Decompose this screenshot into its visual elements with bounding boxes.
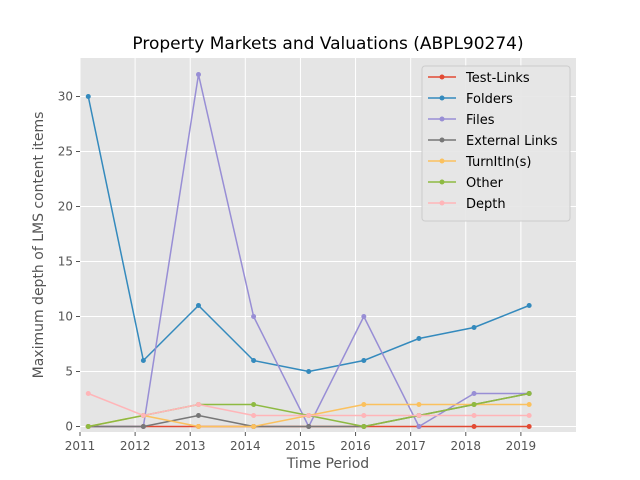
legend-label: Folders <box>466 92 513 107</box>
legend-box <box>421 65 571 222</box>
data-point <box>361 358 367 363</box>
data-point <box>85 94 91 99</box>
data-point <box>140 413 146 418</box>
legend-label: Test-Links <box>465 71 530 86</box>
x-tick-label: 2018 <box>451 439 482 453</box>
data-point <box>526 391 532 396</box>
data-point <box>195 413 201 418</box>
data-point <box>471 424 477 429</box>
data-point <box>251 314 257 319</box>
data-point <box>361 402 367 407</box>
data-point <box>251 424 257 429</box>
x-axis-ticks: 2011 2012 2013 2014 2015 2016 2017 2018 2019 <box>65 432 536 453</box>
legend-item-other: Other <box>428 176 504 191</box>
y-tick-label: 10 <box>58 310 73 324</box>
legend-swatch-marker <box>439 95 445 101</box>
y-tick-label: 20 <box>58 200 73 214</box>
legend: Test-Links Folders Files External Links Turn… <box>421 65 571 222</box>
x-tick-label: 2012 <box>120 439 151 453</box>
data-point <box>471 402 477 407</box>
x-tick-label: 2013 <box>175 439 206 453</box>
series-layer <box>85 72 532 429</box>
data-point <box>526 303 532 308</box>
y-tick-label: 15 <box>58 255 73 269</box>
data-point <box>526 413 532 418</box>
data-point <box>416 413 422 418</box>
data-point <box>526 424 532 429</box>
data-point <box>471 325 477 330</box>
legend-label: Files <box>466 113 495 128</box>
data-point <box>361 424 367 429</box>
data-point <box>251 402 257 407</box>
data-point <box>85 391 91 396</box>
data-point <box>251 413 257 418</box>
data-point <box>140 424 146 429</box>
y-axis-ticks: 0 5 10 15 20 25 30 <box>58 90 80 434</box>
legend-item-depth: Depth <box>428 197 506 212</box>
legend-swatch-marker <box>439 179 445 185</box>
data-point <box>195 303 201 308</box>
data-point <box>416 402 422 407</box>
legend-label: External Links <box>466 134 558 149</box>
legend-item-turnitin-s: TurnItIn(s) <box>428 155 531 170</box>
legend-item-files: Files <box>428 113 495 128</box>
legend-label: Depth <box>466 197 506 212</box>
data-point <box>416 424 422 429</box>
legend-swatch-marker <box>439 137 445 143</box>
x-tick-label: 2016 <box>340 439 371 453</box>
y-tick-label: 5 <box>65 365 73 379</box>
x-tick-label: 2014 <box>230 439 261 453</box>
y-tick-label: 25 <box>58 145 73 159</box>
data-point <box>306 369 312 374</box>
legend-swatch-marker <box>439 74 445 80</box>
legend-swatch-marker <box>439 200 445 206</box>
data-point <box>361 413 367 418</box>
data-point <box>471 413 477 418</box>
y-tick-label: 0 <box>65 420 73 434</box>
data-point <box>526 402 532 407</box>
x-axis-label: Time Period <box>286 456 369 472</box>
data-point <box>306 413 312 418</box>
legend-item-test-links: Test-Links <box>428 71 530 86</box>
x-tick-label: 2015 <box>285 439 316 453</box>
data-point <box>251 358 257 363</box>
data-point <box>195 402 201 407</box>
legend-swatch-marker <box>439 116 445 122</box>
chart-title: Property Markets and Valuations (ABPL902… <box>132 34 523 54</box>
x-tick-label: 2011 <box>65 439 96 453</box>
x-tick-label: 2019 <box>506 439 537 453</box>
data-point <box>306 424 312 429</box>
y-axis-label: Maximum depth of LMS content items <box>31 112 47 379</box>
data-point <box>416 336 422 341</box>
x-tick-label: 2017 <box>395 439 426 453</box>
series-folders <box>85 94 532 374</box>
legend-swatch-marker <box>439 158 445 164</box>
data-point <box>195 424 201 429</box>
data-point <box>140 358 146 363</box>
legend-label: TurnItIn(s) <box>465 155 531 170</box>
y-tick-label: 30 <box>58 90 73 104</box>
data-point <box>361 314 367 319</box>
series-depth <box>85 391 532 418</box>
legend-item-external-links: External Links <box>428 134 558 149</box>
data-point <box>195 72 201 77</box>
legend-item-folders: Folders <box>428 92 513 107</box>
data-point <box>85 424 91 429</box>
legend-label: Other <box>466 176 504 191</box>
data-point <box>471 391 477 396</box>
